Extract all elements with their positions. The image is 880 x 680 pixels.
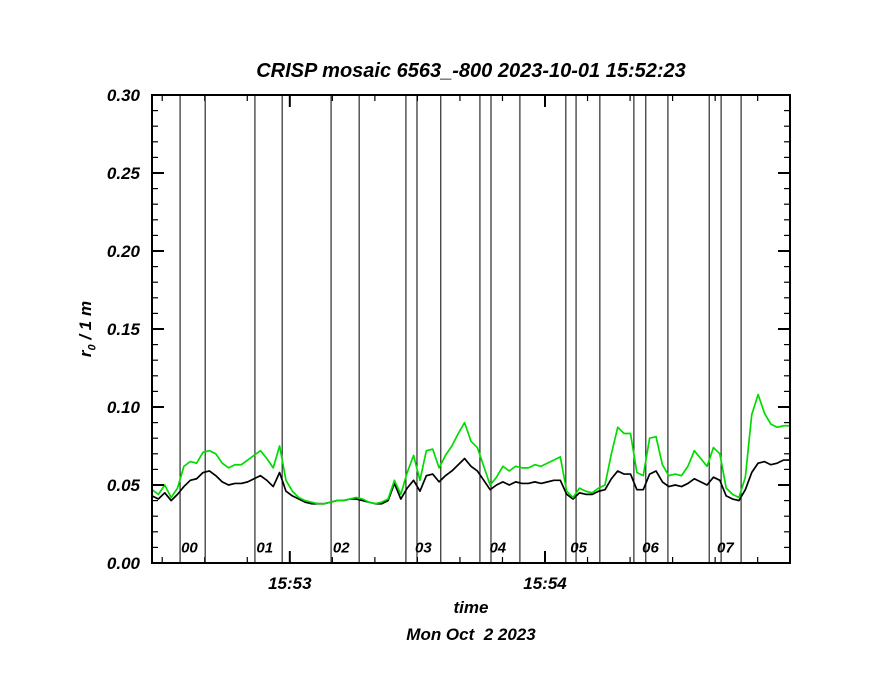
y-tick-label: 0.15 bbox=[107, 320, 141, 339]
y-tick-label: 0.25 bbox=[107, 164, 141, 183]
series-black bbox=[151, 457, 791, 505]
segment-label-04: 04 bbox=[489, 539, 506, 556]
x-tick-label: 15:54 bbox=[523, 574, 567, 593]
segment-label-00: 00 bbox=[181, 539, 198, 556]
segment-label-06: 06 bbox=[642, 539, 659, 556]
segment-label-07: 07 bbox=[717, 539, 734, 556]
x-axis-label: time bbox=[453, 598, 489, 617]
chart-title: CRISP mosaic 6563_-800 2023-10-01 15:52:… bbox=[256, 60, 686, 82]
segment-label-05: 05 bbox=[570, 539, 587, 556]
segment-label-01: 01 bbox=[256, 539, 273, 556]
y-tick-label: 0.05 bbox=[107, 476, 141, 495]
y-tick-label: 0.20 bbox=[107, 242, 141, 261]
x-axis-date: Mon Oct 2 2023 bbox=[406, 625, 536, 644]
x-tick-label: 15:53 bbox=[268, 574, 312, 593]
series-green bbox=[151, 393, 791, 505]
y-tick-label: 0.30 bbox=[107, 86, 141, 105]
y-tick-label: 0.00 bbox=[107, 554, 141, 573]
y-tick-label: 0.10 bbox=[107, 398, 141, 417]
segment-label-03: 03 bbox=[415, 539, 432, 556]
plot-border bbox=[151, 94, 791, 564]
segment-label-02: 02 bbox=[333, 539, 350, 556]
